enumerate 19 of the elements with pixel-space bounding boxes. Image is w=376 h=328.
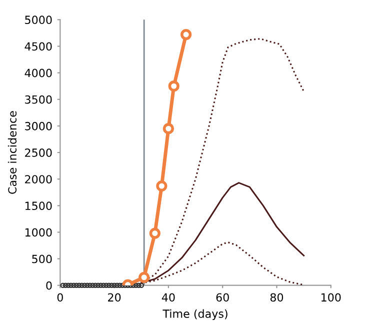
x-tick-label: 40 xyxy=(162,293,175,302)
y-tick-label: 2000 xyxy=(25,175,52,184)
y-tick-label: 1000 xyxy=(25,228,52,237)
y-tick-label: 4000 xyxy=(24,68,52,78)
x-tick-label: 80 xyxy=(270,293,284,302)
y-tick-label: 0 xyxy=(46,281,52,290)
y-tick-label: 2500 xyxy=(25,148,52,157)
y-tick-label: 500 xyxy=(32,254,52,264)
x-axis-title: Time (days) xyxy=(162,309,228,320)
x-tick-label: 60 xyxy=(216,293,229,302)
x-tick-label: 0 xyxy=(57,293,63,302)
y-tick-label: 3000 xyxy=(25,122,52,130)
y-tick-label: 1500 xyxy=(25,202,52,210)
x-tick-label: 100 xyxy=(321,293,341,302)
y-tick-label: 4500 xyxy=(24,42,52,51)
x-tick-label: 20 xyxy=(108,293,121,302)
y-tick-label: 3500 xyxy=(25,95,52,104)
y-axis-title: Case incidence xyxy=(8,111,17,194)
y-tick-label: 5000 xyxy=(25,16,52,24)
